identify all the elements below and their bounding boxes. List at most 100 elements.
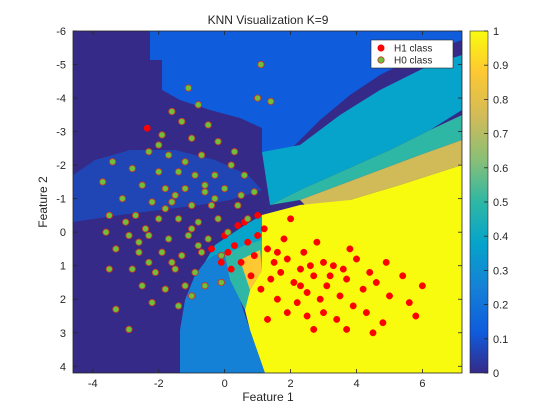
legend-marker-h0 — [377, 56, 385, 64]
h0-point — [214, 137, 222, 146]
h0-point — [131, 211, 140, 220]
h1-point — [336, 292, 344, 300]
x-tick-label: -2 — [154, 378, 164, 390]
h0-point — [230, 148, 239, 156]
h0-point — [201, 282, 209, 290]
h0-point — [191, 171, 199, 179]
h0-point — [224, 228, 232, 236]
h0-point — [174, 168, 183, 176]
x-tick-label: 2 — [288, 378, 294, 390]
h0-point — [184, 231, 193, 240]
h0-point — [201, 181, 209, 189]
h1-point — [244, 238, 252, 246]
colorbar-tick-label: 0.4 — [493, 231, 508, 243]
legend-box — [370, 39, 454, 69]
scatter-points — [99, 60, 426, 337]
h0-point — [125, 325, 133, 334]
h0-point — [211, 171, 219, 179]
h0-point — [145, 258, 153, 267]
h0-point — [102, 228, 110, 236]
legend-marker-h1 — [377, 44, 385, 52]
h1-point — [208, 245, 215, 253]
h0-point — [227, 161, 235, 169]
h0-point — [135, 248, 143, 256]
h0-point — [108, 158, 117, 166]
h0-point — [197, 248, 206, 256]
h0-point — [191, 268, 199, 277]
h1-point — [224, 248, 232, 256]
h0-point — [168, 107, 176, 116]
x-tick-label: 6 — [419, 378, 425, 390]
h0-point — [174, 302, 183, 310]
h0-point — [194, 101, 202, 109]
h0-point — [188, 134, 196, 142]
h0-point — [148, 198, 156, 206]
h1-point — [264, 315, 271, 323]
h1-point — [280, 235, 288, 243]
h1-point — [273, 248, 281, 256]
x-tick-label: 0 — [222, 378, 228, 390]
h1-point — [247, 272, 255, 280]
h0-point — [194, 241, 202, 250]
h1-point — [143, 124, 151, 132]
h0-point — [257, 60, 265, 69]
h1-point — [303, 289, 311, 296]
plot-frame — [72, 30, 463, 374]
h0-point — [155, 141, 163, 149]
colorbar-tick-label: 0 — [493, 368, 499, 380]
h0-point — [171, 191, 179, 199]
h0-point — [171, 265, 179, 273]
h1-point — [306, 262, 314, 270]
x-axis: -4 -2 0 2 4 6 — [88, 31, 426, 390]
h0-point — [178, 117, 186, 126]
h1-point — [283, 309, 291, 317]
y-tick-label: -5 — [56, 60, 66, 72]
h0-point — [250, 188, 258, 196]
colorbar-tick-label: 1 — [493, 26, 499, 38]
h1-point — [257, 285, 265, 293]
h0-point — [214, 215, 222, 223]
surface-lower-blue-band — [180, 255, 265, 373]
h1-point — [326, 272, 334, 280]
h1-point — [254, 232, 262, 239]
surface-teal-band — [262, 55, 462, 205]
x-axis-label: Feature 1 — [242, 390, 294, 404]
h1-point — [343, 275, 351, 283]
h0-point — [138, 282, 146, 290]
y-tick-label: -1 — [56, 194, 66, 206]
h1-point — [283, 255, 291, 263]
h1-point — [303, 312, 311, 320]
h0-point — [135, 238, 143, 246]
h0-point — [164, 151, 173, 159]
h1-point — [382, 258, 390, 266]
h1-point — [273, 295, 281, 303]
h1-point — [270, 258, 278, 266]
y-tick-label: 1 — [60, 261, 66, 273]
h0-point — [112, 305, 120, 313]
h0-point — [201, 188, 209, 196]
h1-point — [369, 329, 377, 337]
h1-point — [320, 309, 327, 317]
h1-point — [333, 315, 341, 323]
y-axis: -6 -5 -4 -3 -2 -1 0 1 2 3 4 — [56, 26, 462, 373]
h1-point — [386, 292, 393, 300]
h0-point — [204, 235, 212, 243]
h0-point — [181, 184, 189, 193]
colorbar-ticks: 0 0.1 0.2 0.3 0.4 0.5 0.6 0.7 0.8 0.9 1 — [484, 26, 508, 380]
h0-point — [253, 94, 262, 102]
h1-point — [234, 222, 242, 229]
h0-point — [141, 225, 150, 233]
surface-blue-band — [73, 31, 462, 152]
h1-point — [254, 211, 262, 219]
h0-point — [161, 285, 169, 293]
h0-point — [151, 268, 160, 277]
h0-point — [99, 178, 107, 186]
h0-point — [155, 215, 163, 223]
legend: H1 class H0 class — [370, 39, 454, 69]
h0-point — [138, 181, 146, 189]
h1-point — [412, 312, 420, 320]
h0-point — [128, 164, 136, 173]
chart-title: KNN Visualization K=9 — [208, 13, 329, 27]
h1-point — [320, 258, 327, 266]
